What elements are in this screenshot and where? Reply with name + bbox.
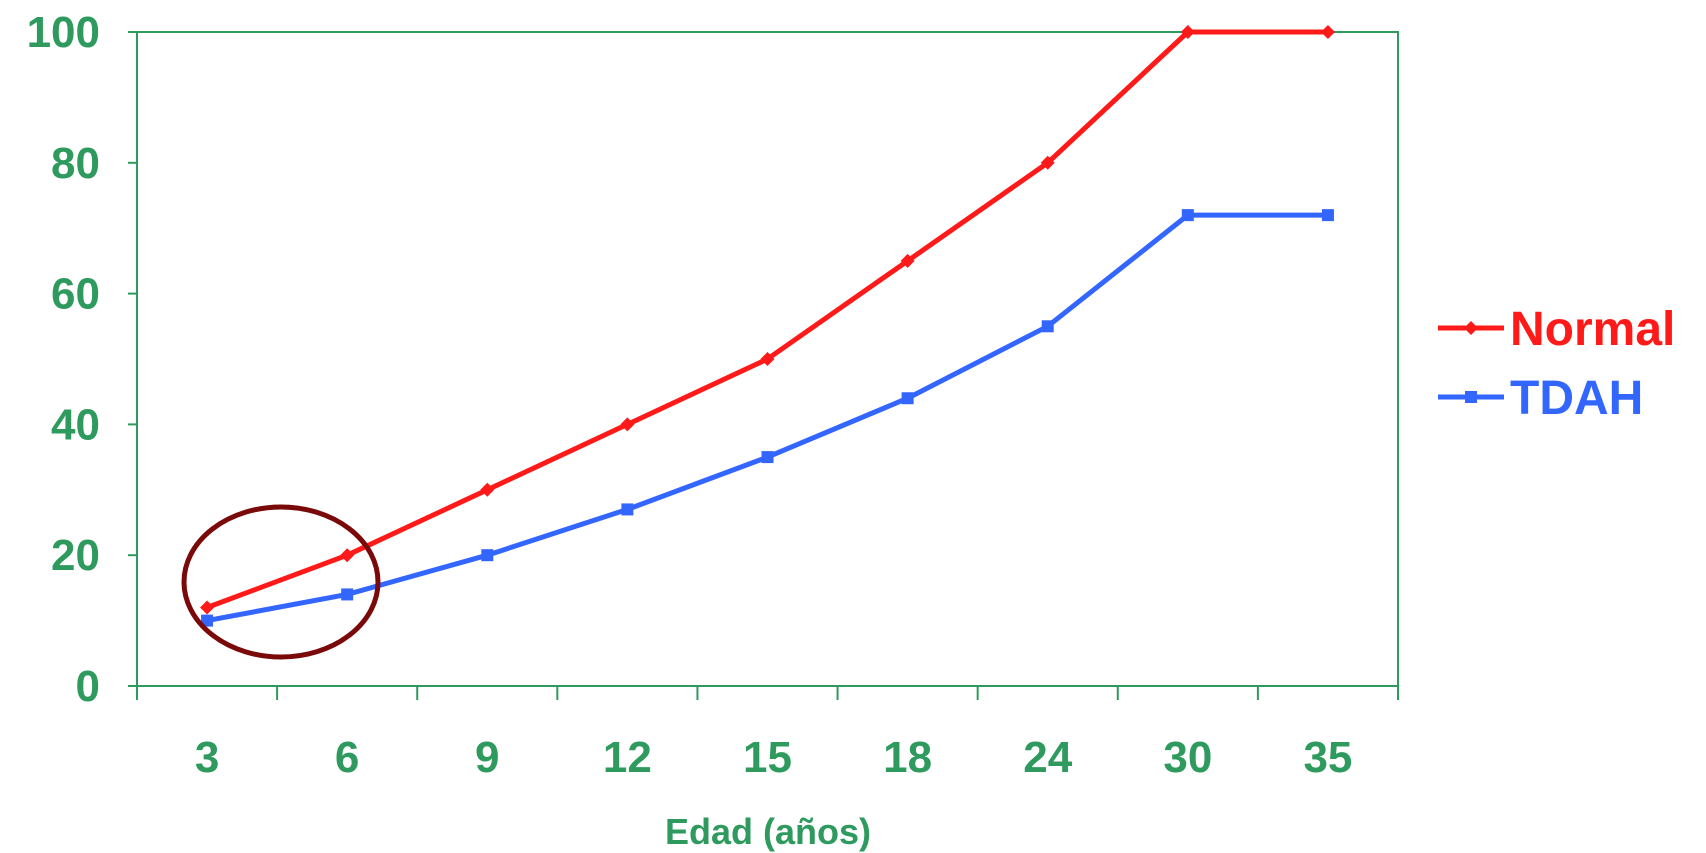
y-tick-label: 20 (51, 531, 100, 580)
data-point (481, 549, 494, 562)
legend-item-tdah: TDAH (1438, 372, 1643, 425)
data-point (341, 588, 354, 601)
legend-marker (1464, 321, 1478, 335)
legend-label: TDAH (1510, 372, 1643, 425)
x-tick-label: 6 (335, 733, 359, 782)
plot-area-frame (136, 31, 1399, 687)
series-group (200, 25, 1335, 627)
legend-item-normal: Normal (1438, 303, 1675, 356)
data-point (1321, 209, 1334, 222)
x-tick-label: 30 (1163, 733, 1212, 782)
legend-marker (1465, 391, 1477, 403)
data-point (761, 451, 774, 464)
data-point (1180, 25, 1195, 39)
data-point (201, 614, 214, 627)
data-point (620, 417, 635, 432)
highlight-ellipse (181, 504, 381, 660)
y-tick-label: 60 (51, 270, 100, 319)
x-tick-label: 3 (195, 733, 219, 782)
x-tick-label: 15 (743, 733, 792, 782)
y-tick-label: 0 (76, 662, 100, 711)
data-point (901, 392, 914, 405)
data-point (1320, 25, 1335, 39)
data-point (480, 482, 495, 497)
series-line (206, 29, 1328, 610)
x-tick-label: 9 (475, 733, 499, 782)
data-point (1040, 155, 1055, 170)
y-tick-label: 100 (27, 8, 100, 57)
data-point (1181, 209, 1194, 222)
x-tick-label: 12 (603, 733, 652, 782)
x-tick-label: 24 (1023, 733, 1072, 782)
legend: Normal TDAH (1438, 303, 1675, 425)
data-point (340, 548, 355, 563)
series-tdah (201, 209, 1334, 627)
x-axis: 3 6 9 12 15 18 24 30 35 (136, 686, 1399, 782)
x-axis-title: Edad (años) (665, 811, 871, 852)
legend-label: Normal (1510, 303, 1675, 356)
x-tick-label: 35 (1303, 733, 1352, 782)
data-point (760, 352, 775, 366)
y-axis: 0 20 40 60 80 100 (27, 8, 137, 711)
series-normal (200, 25, 1335, 615)
y-tick-label: 40 (51, 400, 100, 449)
data-point (200, 600, 215, 615)
y-tick-label: 80 (51, 139, 100, 188)
data-point (621, 503, 634, 516)
data-point (1041, 320, 1054, 333)
data-point (900, 253, 915, 268)
x-tick-label: 18 (883, 733, 932, 782)
